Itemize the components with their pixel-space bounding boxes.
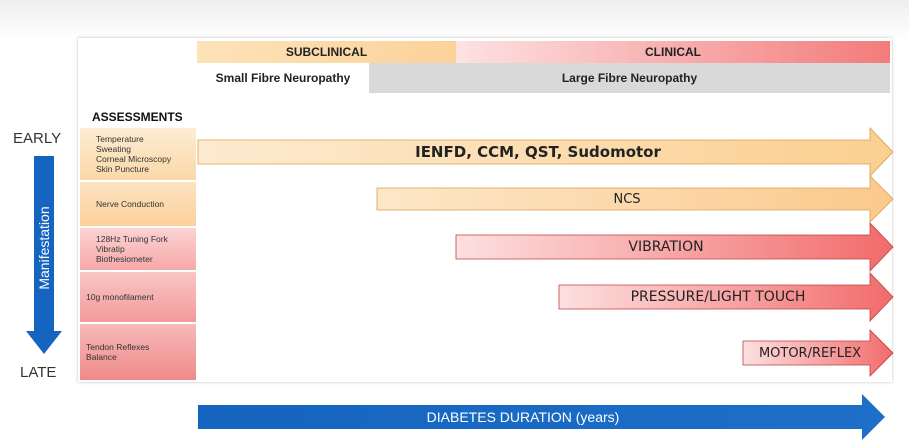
assessment-line: Vibratip <box>96 244 125 254</box>
arrow-ncs-label: NCS <box>613 191 641 207</box>
arrow-vibration <box>455 222 894 272</box>
late-label: LATE <box>20 364 57 381</box>
assessment-line: Temperature <box>96 134 144 144</box>
arrow-duration <box>198 394 885 440</box>
assessment-line: 10g monofilament <box>86 292 154 302</box>
early-label: EARLY <box>13 130 62 147</box>
assessment-line: Balance <box>86 352 117 362</box>
subclinical-header: SUBCLINICAL <box>197 41 456 63</box>
assessment-row-reflexes: Tendon Reflexes Balance <box>80 324 196 380</box>
assessment-row-nerve-conduction: Nerve Conduction <box>80 182 196 226</box>
arrow-vibration-label: VIBRATION <box>628 239 704 255</box>
arrow-motor-label: MOTOR/REFLEX <box>758 345 862 361</box>
assessment-line: Skin Puncture <box>96 164 149 174</box>
assessment-line: Sweating <box>96 144 131 154</box>
manifestation-arrow <box>26 156 62 354</box>
manifestation-arrow-shape <box>26 156 62 354</box>
background-top <box>0 0 909 40</box>
assessment-row-monofilament: 10g monofilament <box>80 272 196 322</box>
assessment-line: Tendon Reflexes <box>86 342 150 352</box>
arrow-ncs <box>376 175 894 223</box>
assessment-row-sensory: Temperature Sweating Corneal Microscopy … <box>80 128 196 180</box>
assessment-line: Corneal Microscopy <box>96 154 172 164</box>
small-fibre-header: Small Fibre Neuropathy <box>197 63 369 93</box>
clinical-header: CLINICAL <box>456 41 890 63</box>
assessment-row-vibration: 128Hz Tuning Fork Vibratip Biothesiomete… <box>80 228 196 270</box>
assessments-title: ASSESSMENTS <box>92 110 183 124</box>
arrow-pressure <box>558 272 894 322</box>
large-fibre-header: Large Fibre Neuropathy <box>369 63 890 93</box>
assessment-line: Nerve Conduction <box>96 199 165 209</box>
arrow-motor <box>742 329 894 377</box>
duration-label: DIABETES DURATION (years) <box>426 409 620 425</box>
arrow-ienfd-label: IENFD, CCM, QST, Sudomotor <box>415 143 661 161</box>
arrow-ienfd <box>197 127 894 177</box>
assessment-line: 128Hz Tuning Fork <box>96 234 168 244</box>
arrow-pressure-label: PRESSURE/LIGHT TOUCH <box>630 289 806 305</box>
assessment-line: Biothesiometer <box>96 254 153 264</box>
